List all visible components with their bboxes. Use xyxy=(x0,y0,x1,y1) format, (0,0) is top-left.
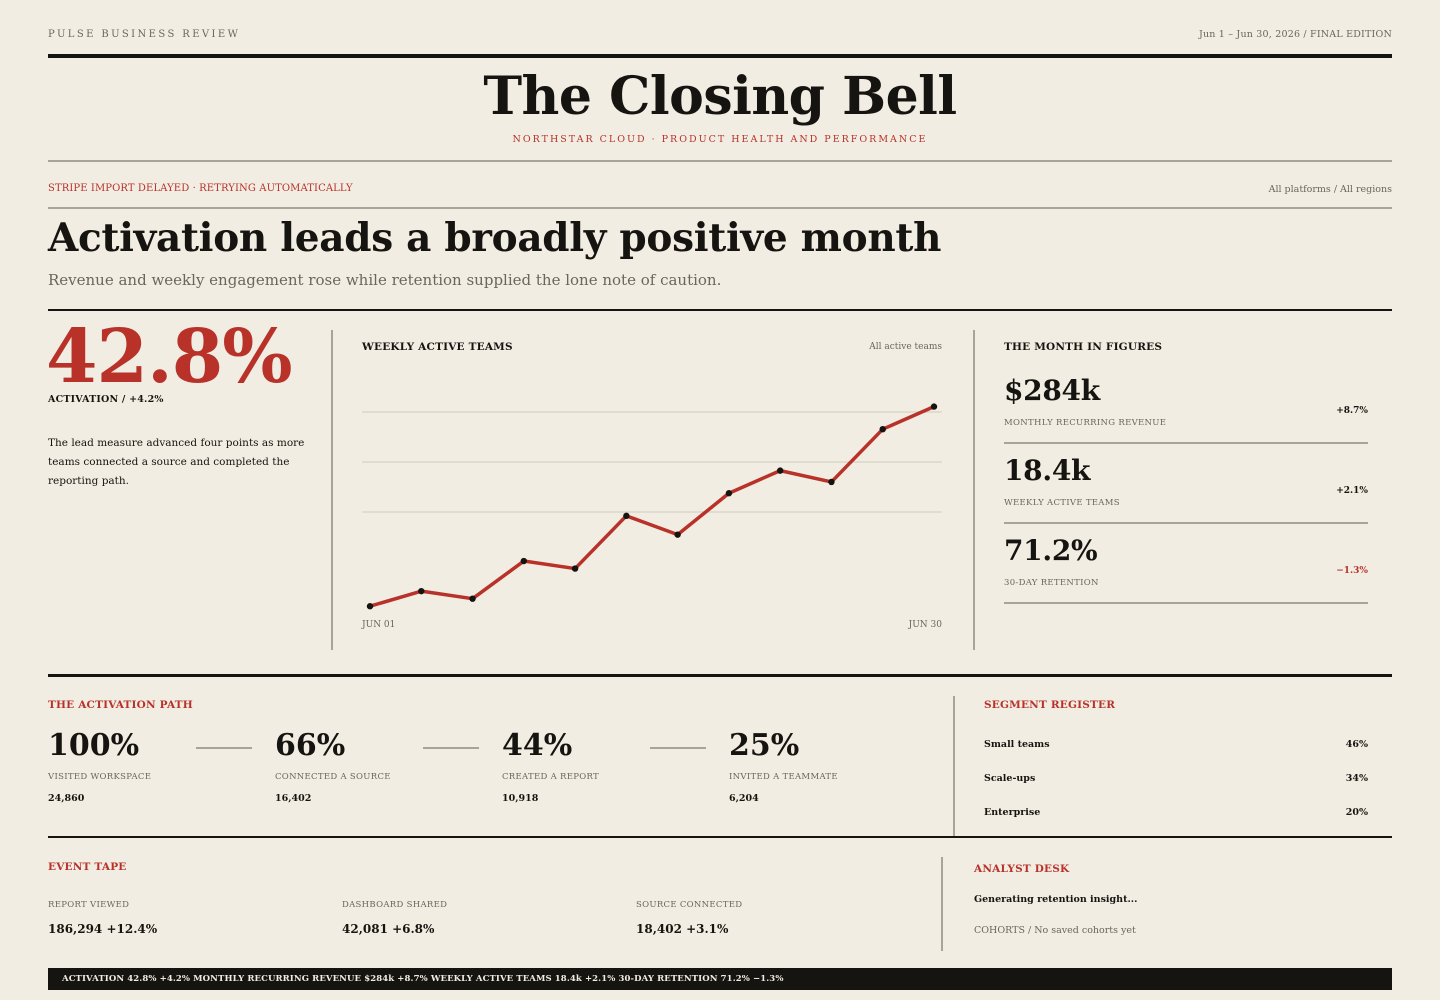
import-alert[interactable]: STRIPE IMPORT DELAYED · RETRYING AUTOMAT… xyxy=(48,183,353,194)
path-step-label: CREATED A REPORT xyxy=(502,772,600,782)
weekly-active-teams-chart xyxy=(362,403,942,610)
path-step-label: VISITED WORKSPACE xyxy=(48,772,152,782)
chart-x-start-label: JUN 01 xyxy=(362,620,396,630)
event-label: REPORT VIEWED xyxy=(48,900,130,910)
lead-dek: Revenue and weekly engagement rose while… xyxy=(48,271,722,289)
path-step-label: CONNECTED A SOURCE xyxy=(275,772,391,782)
analyst-desk-title: ANALYST DESK xyxy=(974,863,1070,875)
event-value: 18,402 +3.1% xyxy=(636,922,729,936)
event-label: DASHBOARD SHARED xyxy=(342,900,448,910)
chart-series-line xyxy=(369,404,935,608)
path-step-value: 100% xyxy=(48,728,140,763)
chart-x-end-label: JUN 30 xyxy=(908,620,942,630)
chart-point[interactable] xyxy=(623,512,630,520)
segment-register-title: SEGMENT REGISTER xyxy=(984,699,1116,711)
divider xyxy=(48,160,1392,162)
chart-title: WEEKLY ACTIVE TEAMS xyxy=(362,341,513,353)
event-value: 186,294 +12.4% xyxy=(48,922,158,936)
hero-metric-value: 42.8% xyxy=(46,314,293,400)
path-step-count: 10,918 xyxy=(502,793,539,804)
figure-value: $284k xyxy=(1004,374,1100,407)
page-title: The Closing Bell xyxy=(483,66,957,127)
edition-label: Jun 1 – Jun 30, 2026 / FINAL EDITION xyxy=(1198,29,1392,40)
segment-share: 20% xyxy=(1345,807,1368,818)
section-rule xyxy=(48,674,1392,677)
event-label: SOURCE CONNECTED xyxy=(636,900,743,910)
chart-point[interactable] xyxy=(828,478,835,486)
divider xyxy=(1004,442,1368,444)
segment-name: Scale-ups xyxy=(984,773,1036,784)
path-step-label: INVITED A TEAMMATE xyxy=(729,772,838,782)
activation-path-title: THE ACTIVATION PATH xyxy=(48,699,193,711)
column-divider xyxy=(331,330,333,650)
figure-value: 18.4k xyxy=(1004,454,1091,487)
column-divider xyxy=(953,696,955,836)
lead-headline: Activation leads a broadly positive mont… xyxy=(48,215,942,261)
figure-delta-negative: −1.3% xyxy=(1336,566,1368,576)
chart-point[interactable] xyxy=(776,467,784,474)
path-connector xyxy=(196,747,252,749)
event-tape-title: EVENT TAPE xyxy=(48,861,127,873)
event-value: 42,081 +6.8% xyxy=(342,922,435,936)
analyst-status: Generating retention insight... xyxy=(974,894,1138,905)
section-rule xyxy=(48,836,1392,838)
hero-metric-body: The lead measure advanced four points as… xyxy=(48,437,305,487)
divider xyxy=(1004,522,1368,524)
page-subtitle: NORTHSTAR CLOUD · PRODUCT HEALTH AND PER… xyxy=(512,134,928,145)
chart-point[interactable] xyxy=(571,565,579,572)
chart-point[interactable] xyxy=(418,587,425,595)
path-step-value: 44% xyxy=(502,728,573,763)
figure-label: MONTHLY RECURRING REVENUE xyxy=(1004,418,1167,428)
figure-value: 71.2% xyxy=(1004,534,1098,567)
path-step-value: 25% xyxy=(729,728,800,763)
chart-point[interactable] xyxy=(520,557,528,565)
hero-metric-label: ACTIVATION / +4.2% xyxy=(48,394,164,405)
chart-point[interactable] xyxy=(469,595,476,602)
figures-title: THE MONTH IN FIGURES xyxy=(1004,341,1163,353)
scope-filter[interactable]: All platforms / All regions xyxy=(1268,184,1392,195)
figure-label: 30-DAY RETENTION xyxy=(1004,578,1099,588)
figure-delta: +8.7% xyxy=(1336,406,1368,416)
chart-filter[interactable]: All active teams xyxy=(869,342,942,352)
divider xyxy=(1004,602,1368,604)
segment-name: Enterprise xyxy=(984,807,1041,818)
cohorts-link[interactable]: COHORTS / No saved cohorts yet xyxy=(974,925,1136,936)
chart-point[interactable] xyxy=(879,426,886,433)
masthead-rule xyxy=(48,54,1392,58)
path-connector xyxy=(650,747,706,749)
column-divider xyxy=(941,857,943,951)
path-step-count: 6,204 xyxy=(729,793,759,804)
path-step-value: 66% xyxy=(275,728,346,763)
column-divider xyxy=(973,330,975,650)
chart-point[interactable] xyxy=(725,490,733,497)
chart-point[interactable] xyxy=(674,531,681,538)
path-connector xyxy=(423,747,479,749)
path-step-count: 16,402 xyxy=(275,793,312,804)
segment-name: Small teams xyxy=(984,739,1050,750)
path-step-count: 24,860 xyxy=(48,793,85,804)
divider xyxy=(48,207,1392,209)
figure-delta: +2.1% xyxy=(1336,486,1368,496)
divider xyxy=(48,309,1392,311)
chart-point[interactable] xyxy=(930,403,938,410)
figure-label: WEEKLY ACTIVE TEAMS xyxy=(1004,498,1120,508)
publication-name: PULSE BUSINESS REVIEW xyxy=(48,29,241,40)
segment-share: 34% xyxy=(1345,773,1368,784)
metrics-ticker: ACTIVATION 42.8% +4.2% MONTHLY RECURRING… xyxy=(48,968,1392,990)
chart-point[interactable] xyxy=(366,603,374,610)
segment-share: 46% xyxy=(1345,739,1368,750)
